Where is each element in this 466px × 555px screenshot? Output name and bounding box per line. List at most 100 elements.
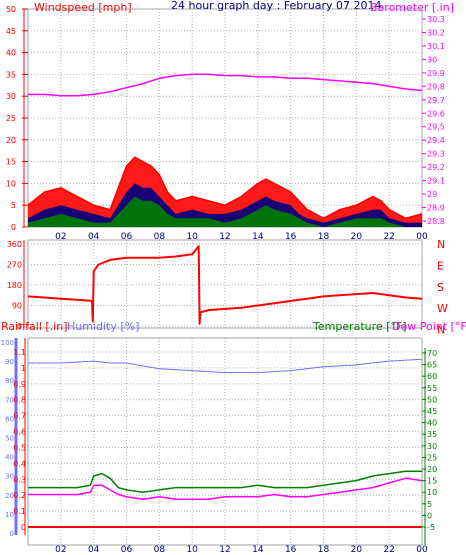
- x-tick-label: 14: [252, 545, 264, 555]
- x-tick-label: 10: [186, 545, 198, 555]
- x-tick-label: 16: [285, 232, 297, 242]
- temperature-tick-label: 10: [427, 488, 437, 497]
- rainfall-tick-label: 0.9: [13, 380, 26, 389]
- barometer-tick-label: 29.4: [427, 136, 445, 145]
- barometer-tick-label: 28.8: [427, 217, 445, 226]
- windspeed-low-area: [28, 196, 422, 227]
- x-tick-label: 06: [121, 545, 133, 555]
- humidity-tick-label: 10: [5, 511, 14, 519]
- barometer-tick-label: 29.9: [427, 69, 445, 78]
- x-tick-label: 18: [318, 545, 330, 555]
- temperature-tick-label: 40: [427, 419, 437, 428]
- x-tick-label: 00: [416, 232, 428, 242]
- barometer-tick-label: 28.9: [427, 204, 445, 213]
- rainfall-tick-label: 0.5: [13, 443, 26, 452]
- direction-tick-label: 0: [17, 322, 22, 331]
- humidity-tick-label: 50: [5, 435, 14, 443]
- series: [27, 73, 423, 528]
- rainfall-tick-label: 1: [21, 364, 26, 373]
- temperature-tick-label: 60: [427, 372, 437, 381]
- temp-humidity-panel: [27, 337, 423, 546]
- temperature-tick-label: 45: [427, 407, 437, 416]
- rainfall-tick-label: 0.6: [13, 428, 26, 437]
- rainfall-tick-label: 0.3: [13, 475, 26, 484]
- temperature-tick-label: 5: [427, 500, 432, 509]
- barometer-tick-label: 29.8: [427, 82, 445, 91]
- barometer-tick-label: 30.2: [427, 28, 445, 37]
- compass-label: W: [437, 302, 448, 315]
- graph-title: 24 hour graph day : February 07 2014: [171, 0, 382, 12]
- temperature-tick-label: 30: [427, 442, 437, 451]
- barometer-line: [28, 73, 423, 97]
- rainfall-tick-label: 0.4: [13, 459, 26, 468]
- x-tick-label: 20: [351, 545, 363, 555]
- windspeed-tick-label: 20: [6, 136, 16, 145]
- windspeed-gust-line: [27, 156, 423, 220]
- barometer-tick-label: 29.3: [427, 150, 445, 159]
- barometer-tick-label: 29.7: [427, 96, 445, 105]
- direction-tick-label: 90: [12, 302, 22, 311]
- compass-label: N: [437, 324, 445, 337]
- humidity-tick-label: 30: [5, 473, 14, 481]
- windspeed-tick-label: 25: [6, 114, 16, 123]
- barometer-tick-label: 29.6: [427, 109, 445, 118]
- humidity-tick-label: 80: [5, 377, 14, 385]
- direction-tick-label: 180: [7, 281, 22, 290]
- x-tick-label: 06: [121, 232, 133, 242]
- windspeed-tick-label: 50: [6, 5, 16, 14]
- windspeed-tick-label: 10: [6, 179, 16, 188]
- humidity-line: [28, 358, 423, 374]
- temperature-tick-label: 65: [427, 361, 437, 370]
- grid-lines: [28, 8, 423, 545]
- compass-label: E: [437, 259, 444, 272]
- temperature-tick-label: 50: [427, 395, 437, 404]
- barometer-tick-label: 29.1: [427, 177, 445, 186]
- temperature-tick-label: 25: [427, 453, 437, 462]
- windspeed-tick-label: 5: [11, 201, 16, 210]
- wind-barometer-panel: [27, 8, 423, 228]
- rainfall-tick-label: 0: [21, 523, 26, 532]
- barometer-axis-title: Barometer [.in]: [370, 1, 454, 14]
- wind-direction-line: [27, 245, 423, 325]
- windspeed-tick-label: 35: [6, 70, 16, 79]
- x-tick-label: 08: [154, 232, 166, 242]
- windspeed-tick-label: 0: [11, 223, 16, 232]
- temperature-tick-label: 20: [427, 465, 437, 474]
- x-tick-label: 12: [219, 545, 230, 555]
- direction-tick-label: 270: [7, 261, 22, 270]
- x-tick-label: 18: [318, 232, 330, 242]
- barometer-tick-label: 29.2: [427, 163, 445, 172]
- x-tick-label: 22: [383, 545, 394, 555]
- axes: 0202040406060808101012121414161618182020…: [1, 5, 448, 555]
- temperature-tick-label: 15: [427, 477, 437, 486]
- temperature-tick-label: 35: [427, 430, 437, 439]
- x-tick-label: 10: [186, 232, 198, 242]
- direction-tick-label: 360: [7, 240, 22, 249]
- humidity-tick-label: 70: [5, 396, 14, 404]
- humidity-tick-label: 100: [1, 339, 14, 347]
- humidity-tick-label: 20: [5, 492, 14, 500]
- windspeed-tick-label: 40: [6, 49, 16, 58]
- x-tick-label: 04: [88, 545, 100, 555]
- x-tick-label: 14: [252, 232, 264, 242]
- temperature-axis-title: Temperature [°F]: [312, 320, 407, 333]
- x-tick-label: 02: [55, 232, 66, 242]
- temperature-tick-label: 70: [427, 349, 437, 358]
- humidity-tick-label: 40: [5, 454, 14, 462]
- barometer-tick-label: 30.3: [427, 15, 445, 24]
- x-tick-label: 16: [285, 545, 297, 555]
- compass-label: N: [437, 238, 445, 251]
- wind-direction-panel: [27, 239, 423, 329]
- windspeed-tick-label: 45: [6, 27, 16, 36]
- barometer-tick-label: 29.5: [427, 123, 445, 132]
- temperature-line: [28, 470, 422, 493]
- compass-label: S: [437, 281, 444, 294]
- windspeed-tick-label: 30: [6, 92, 16, 101]
- humidity-tick-label: 90: [5, 358, 14, 366]
- rainfall-tick-label: 0.2: [13, 491, 26, 500]
- temperature-tick-label: 0: [427, 511, 432, 520]
- x-tick-label: 20: [351, 232, 363, 242]
- windspeed-tick-label: 15: [6, 158, 16, 167]
- temperature-tick-label: -5: [427, 523, 435, 532]
